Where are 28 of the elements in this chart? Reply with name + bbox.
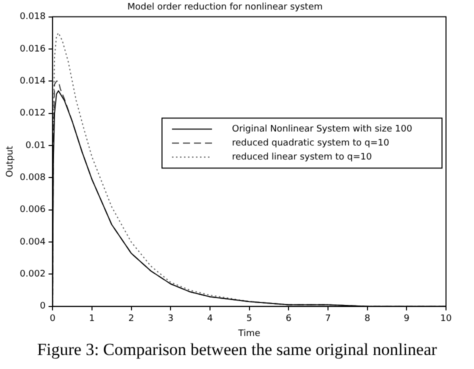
y-axis-title: Output: [6, 146, 16, 178]
legend-label: Original Nonlinear System with size 100: [232, 124, 412, 135]
y-tick-label: 0.006: [20, 205, 46, 216]
x-tick-label: 4: [207, 314, 214, 324]
y-tick-label: 0.008: [20, 173, 46, 184]
y-tick-label: 0.002: [20, 270, 46, 280]
x-tick-label: 0: [50, 314, 56, 324]
y-tick-label: 0: [40, 302, 46, 312]
x-tick-label: 1: [89, 314, 95, 324]
x-tick-label: 7: [325, 314, 331, 324]
y-tick-label: 0.01: [26, 140, 46, 151]
caption: Figure 3: Comparison between the same original nonlinear: [36, 340, 438, 360]
legend-label: reduced quadratic system to q=10: [232, 138, 390, 149]
y-tick-label: 0.018: [20, 12, 46, 22]
y-tick-label: 0.016: [20, 44, 46, 54]
x-tick-label: 3: [168, 314, 174, 324]
legend-label: reduced linear system to q=10: [232, 152, 372, 163]
x-axis-title: Time: [237, 328, 261, 339]
y-tick-label: 0.012: [20, 108, 46, 119]
x-tick-label: 5: [246, 314, 252, 324]
x-tick-label: 6: [286, 314, 292, 324]
chart-title: Model order reduction for nonlinear system: [127, 2, 323, 13]
x-tick-label: 8: [364, 314, 370, 324]
x-tick-label: 9: [404, 314, 410, 324]
x-tick-label: 2: [128, 314, 134, 324]
y-tick-label: 0.004: [20, 237, 46, 248]
y-tick-label: 0.014: [20, 76, 46, 86]
x-tick-label: 10: [440, 314, 452, 324]
